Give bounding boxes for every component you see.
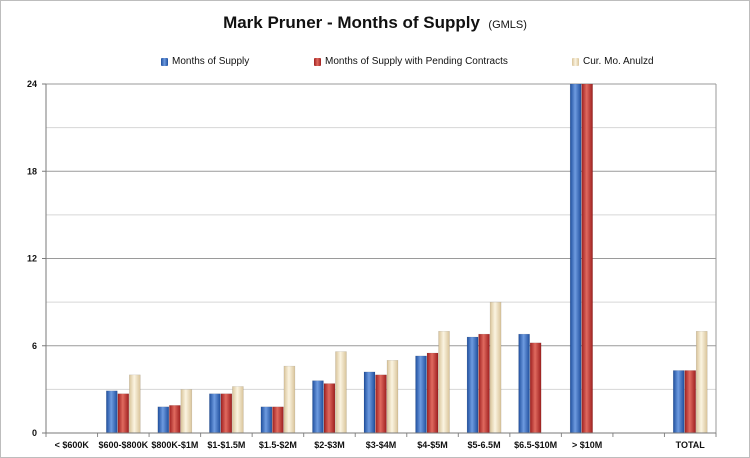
bar-months-with-pending bbox=[375, 374, 387, 434]
legend-label: Cur. Mo. Anulzd bbox=[583, 56, 654, 67]
chart-subtitle: (GMLS) bbox=[488, 19, 527, 31]
x-category-label: $3-$4M bbox=[366, 440, 397, 450]
chart-legend: Months of Supply Months of Supply with P… bbox=[0, 56, 750, 72]
x-category-label: > $10M bbox=[572, 440, 602, 450]
bar-months-with-pending bbox=[581, 83, 593, 434]
legend-swatch-blue bbox=[161, 57, 168, 66]
legend-item-cur-mo-anulzd: Cur. Mo. Anulzd bbox=[572, 56, 654, 67]
x-category-label: $5-6.5M bbox=[468, 440, 501, 450]
x-category-label: $4-$5M bbox=[417, 440, 448, 450]
bar-months-with-pending bbox=[323, 383, 336, 434]
legend-item-months-with-pending: Months of Supply with Pending Contracts bbox=[314, 56, 508, 67]
bar-months-of-supply bbox=[363, 371, 376, 434]
bar-months-with-pending bbox=[478, 333, 490, 434]
bar-cur-mo-anulzd bbox=[129, 374, 141, 434]
y-tick-label: 18 bbox=[27, 166, 37, 176]
bar-months-of-supply bbox=[518, 333, 530, 434]
bar-months-with-pending bbox=[426, 352, 439, 434]
bar-months-of-supply bbox=[209, 393, 221, 434]
bar-months-with-pending bbox=[220, 393, 233, 434]
x-category-label: $1-$1.5M bbox=[207, 440, 245, 450]
x-category-label: < $600K bbox=[55, 440, 90, 450]
bar-cur-mo-anulzd bbox=[489, 301, 502, 434]
bar-cur-mo-anulzd bbox=[695, 330, 708, 434]
legend-label: Months of Supply bbox=[172, 56, 250, 67]
bar-months-of-supply bbox=[157, 406, 170, 434]
bar-cur-mo-anulzd bbox=[438, 330, 450, 434]
bar-months-with-pending bbox=[272, 406, 284, 434]
bar-months-of-supply bbox=[312, 380, 324, 434]
y-tick-label: 24 bbox=[27, 79, 37, 89]
bar-cur-mo-anulzd bbox=[283, 365, 296, 434]
x-category-label: $2-$3M bbox=[314, 440, 345, 450]
legend-swatch-red bbox=[314, 57, 321, 66]
y-tick-label: 0 bbox=[32, 428, 37, 438]
y-tick-label: 6 bbox=[32, 341, 37, 351]
bar-months-of-supply bbox=[106, 390, 118, 434]
y-tick-label: 12 bbox=[27, 254, 37, 264]
bar-months-with-pending bbox=[684, 370, 696, 434]
x-category-label: $6.5-$10M bbox=[514, 440, 557, 450]
bar-cur-mo-anulzd bbox=[386, 360, 399, 434]
chart-title-row: Mark Pruner - Months of Supply (GMLS) bbox=[0, 13, 750, 33]
legend-swatch-tan bbox=[572, 57, 579, 66]
bar-cur-mo-anulzd bbox=[232, 386, 244, 434]
chart-title: Mark Pruner - Months of Supply bbox=[223, 13, 480, 32]
bar-months-with-pending bbox=[117, 393, 130, 434]
bar-months-of-supply bbox=[569, 83, 582, 434]
x-category-label: $600-$800K bbox=[99, 440, 149, 450]
bar-months-of-supply bbox=[260, 406, 273, 434]
x-category-label: TOTAL bbox=[676, 440, 706, 450]
bar-cur-mo-anulzd bbox=[335, 351, 347, 434]
legend-label: Months of Supply with Pending Contracts bbox=[325, 56, 508, 67]
bar-months-of-supply bbox=[415, 355, 427, 434]
bar-months-with-pending bbox=[169, 405, 181, 434]
x-category-label: $800K-$1M bbox=[151, 440, 198, 450]
x-category-label: $1.5-$2M bbox=[259, 440, 297, 450]
bar-months-of-supply bbox=[466, 336, 479, 434]
legend-item-months-of-supply: Months of Supply bbox=[161, 56, 249, 67]
bar-cur-mo-anulzd bbox=[180, 389, 193, 434]
bar-months-of-supply bbox=[672, 370, 685, 434]
bar-months-with-pending bbox=[529, 342, 542, 434]
